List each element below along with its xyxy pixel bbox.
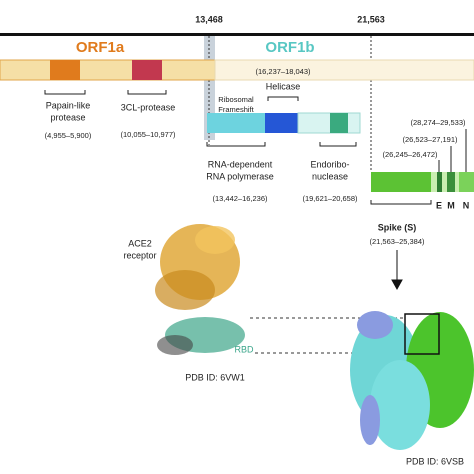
label: Helicase [266,81,301,91]
range: (13,442–16,236) [212,194,268,203]
range: (26,523–27,191) [402,135,458,144]
label: ACE2 [128,238,152,248]
gene-label: M [447,200,455,210]
m-box [447,172,455,192]
gene-label: ORF1a [76,39,125,56]
endo-box [330,113,348,133]
label: RNA polymerase [206,171,274,181]
range: (10,055–10,977) [120,130,176,139]
label: nuclease [312,171,348,181]
genome-line [0,33,474,36]
bracket [370,200,432,205]
label: RNA-dependent [208,159,273,169]
arrow [391,250,403,291]
label: Papain-like [46,100,91,110]
rdrp-box [207,113,265,133]
label: PDB ID: 6VW1 [185,372,245,382]
n-box [459,172,474,192]
leader [438,129,467,172]
label: RBD [234,344,254,354]
ace2-structure [155,224,245,355]
orf1b-bar [214,59,474,81]
3cl-box [132,60,162,80]
orf1a-bar [0,59,216,81]
label: 3CL-protease [121,102,176,112]
orf1b-rest [297,112,361,134]
range: (26,245–26,472) [382,150,438,159]
bracket [267,96,299,101]
label: Endoribo- [310,159,349,169]
position-label: 13,468 [195,14,223,24]
label: receptor [123,250,156,260]
range: (19,621–20,658) [302,194,358,203]
label: Ribosomal [218,95,254,104]
gene-label: N [463,200,470,210]
bracket [206,142,357,147]
position-label: 21,563 [357,14,385,24]
range: (4,955–5,900) [45,131,92,140]
label: Frameshift [218,105,254,114]
range: (21,563–25,384) [369,237,425,246]
label: protease [50,112,85,122]
spike-box [371,172,431,192]
label: Spike (S) [378,222,417,232]
bracket [44,90,167,95]
helicase-box [265,113,298,133]
e-box [437,172,442,192]
range: (28,274–29,533) [410,118,466,127]
label: PDB ID: 6VSB [406,456,464,466]
papain-box [50,60,80,80]
rbd-box [404,313,440,355]
spike-structure [350,311,474,450]
gene-label: E [436,200,442,210]
range: (16,237–18,043) [255,67,311,76]
gene-label: ORF1b [265,39,314,56]
